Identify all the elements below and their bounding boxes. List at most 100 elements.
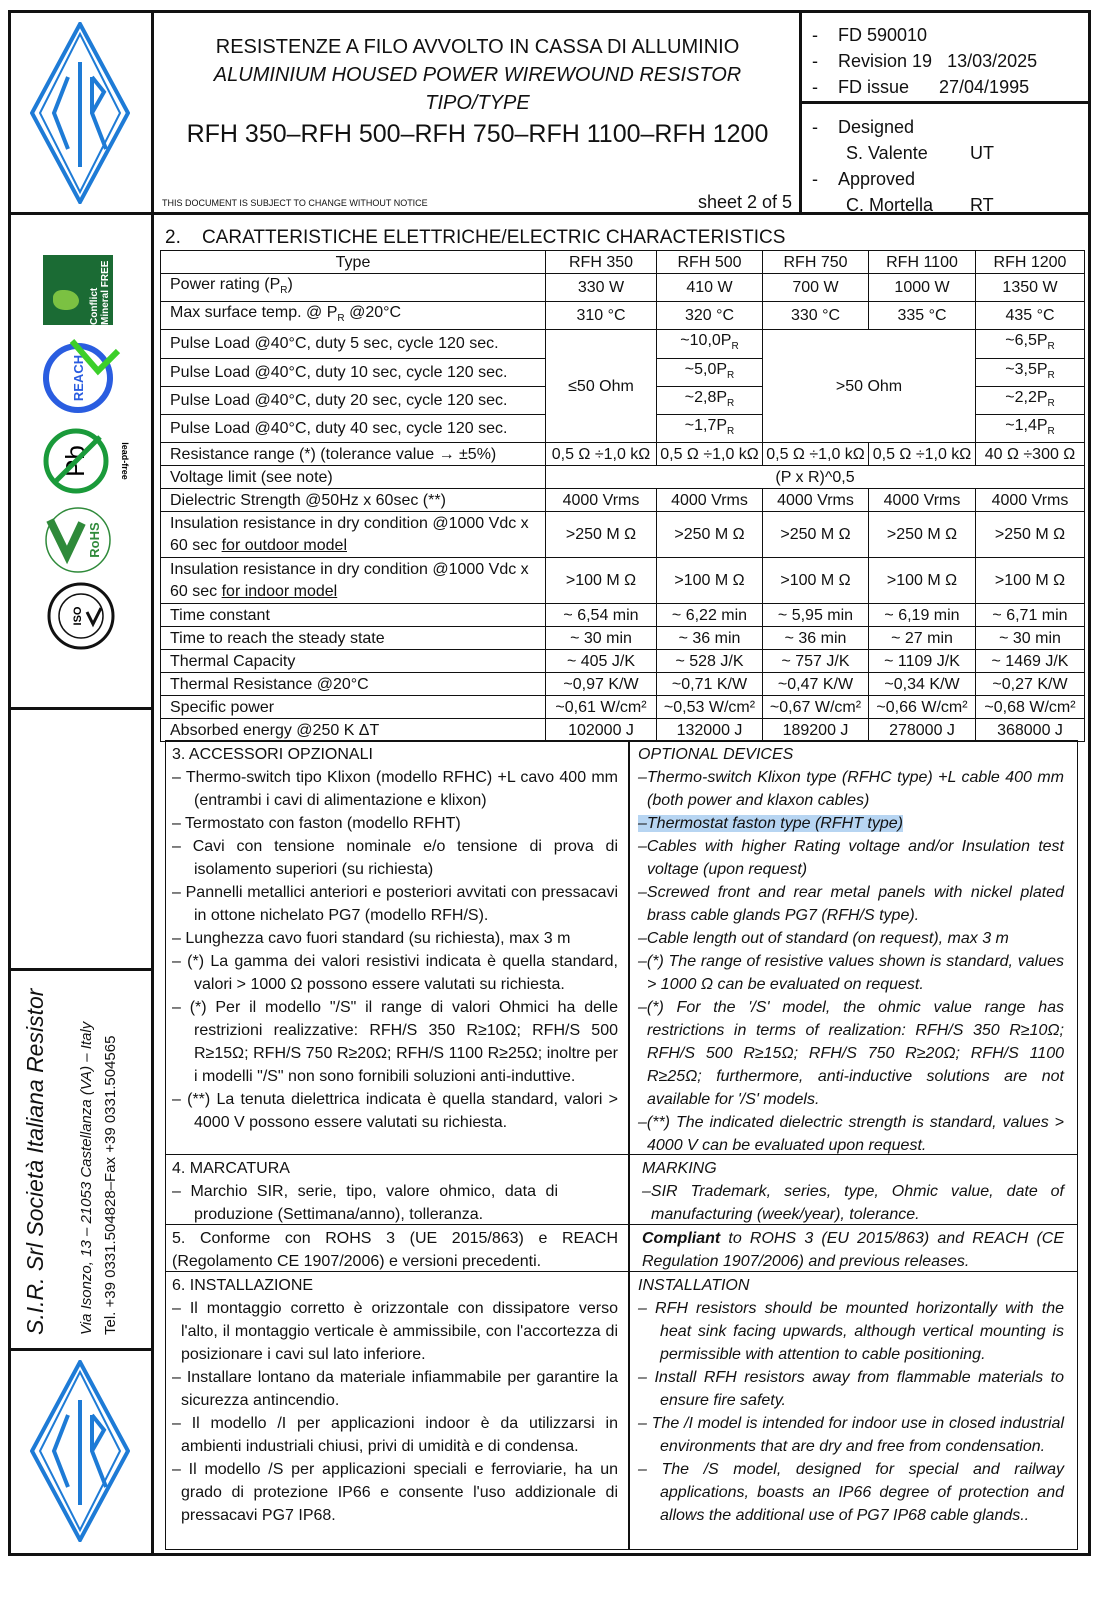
table-row: Dielectric Strength @50Hz x 60sec (**) 40… [160,488,1085,513]
marking-section: 4. MARCATURA – Marchio SIR, serie, tipo,… [166,1154,1077,1223]
conformity-it-text: con ROHS 3 (UE 2015/863) e REACH (Regola… [172,1230,618,1270]
sir-logo-bottom [30,1360,130,1542]
cell-value: ~ 528 J/K [656,649,763,674]
pulse-low-value: ~5,0PR [656,357,763,387]
row-label-model: for indoor model [221,582,338,600]
cell-value: 4000 Vrms [868,488,976,513]
row-label: Max surface temp. @ PR @20°C [160,301,546,331]
row-label: Dielectric Strength @50Hz x 60sec (**) [160,488,546,513]
accessories-it: 3. ACCESSORI OPZIONALI – Thermo-switch t… [172,743,618,1134]
accessory-it-item-text: – (*) La gamma dei valori resistivi indi… [172,953,618,993]
cell-value: ~0,27 K/W [975,672,1085,697]
conformity-it-bold: 5. Conforme [172,1230,271,1247]
table-row: Time constant ~ 6,54 min ~ 6,22 min ~ 5,95 … [160,603,1085,628]
accessory-it-item-text: – (*) Per il modello "/S" il range di va… [172,999,618,1085]
accessory-it-item-text: – Cavi con tensione nominale e/o tension… [172,838,618,878]
accessory-it-item-text: – Termostato con faston (modello RFHT) [172,815,461,832]
approver-name: C. Mortella [846,195,934,215]
issue-date: 27/04/1995 [939,77,1030,97]
row-label: Pulse Load @40°C, duty 40 sec, cycle 120… [160,413,546,444]
cell-value: >250 M Ω [762,511,869,559]
column-header: RFH 500 [656,250,763,274]
row-label: Thermal Capacity [160,649,546,674]
revision-label: Revision 19 [838,51,933,71]
accessory-it-item: – Thermo-switch tipo Klixon (modello RFH… [172,766,618,812]
conformity-en-text: to ROHS 3 (EU 2015/863) and REACH (CE Re… [642,1230,1064,1270]
accessory-it-item: – Lunghezza cavo fuori standard (su rich… [172,927,618,950]
row-label: Pulse Load @40°C, duty 20 sec, cycle 120… [160,385,546,415]
divider [151,10,154,1556]
installation-en-title: INSTALLATION [638,1277,750,1294]
approval-info: - Designed S. Valente UT - Approved C. Mo… [812,114,1082,218]
pulse-high-value: ~6,5PR [975,329,1085,359]
pulse-high-value: ~3,5PR [975,357,1085,387]
accessory-en-item-text: –(*) For the '/S' model, the ohmic value… [638,999,1064,1108]
accessory-it-item: – Termostato con faston (modello RFHT) [172,812,618,835]
cell-value: ~ 6,19 min [868,603,976,628]
sir-logo [30,22,130,204]
cell-value: ~ 405 J/K [545,649,657,674]
approver-initials: RT [970,195,994,215]
divider [799,10,802,214]
cell-value: ~ 1109 J/K [868,649,976,674]
pulse-high-value: ~2,2PR [975,385,1085,415]
installation-it-item: – Il modello /S per applicazioni special… [172,1458,618,1527]
installation-en-item-text: – The /I model is intended for indoor us… [638,1415,1064,1455]
column-header: RFH 1100 [868,250,976,274]
accessories-en: OPTIONAL DEVICES –Thermo-switch Klixon t… [638,743,1064,1157]
cell-value: ~ 5,95 min [762,603,869,628]
type-label: TIPO/TYPE [425,92,530,114]
model-list: RFH 350–RFH 500–RFH 750–RFH 1100–RFH 120… [186,120,769,148]
marking-en-title: MARKING [642,1160,717,1177]
divider [800,101,1091,104]
cell-value: ~0,66 W/cm² [868,695,976,720]
installation-en-item-text: – RFH resistors should be mounted horizo… [638,1300,1064,1363]
lead-free-logo: Pb lead-free [43,428,130,494]
cell-value: >100 M Ω [868,557,976,605]
power-rating-row: Power rating (PR) 330 W 410 W 700 W 1000 W 13… [160,272,1085,303]
sheet-number: sheet 2 of 5 [698,192,793,212]
issue-label: FD issue [838,77,910,97]
table-row: Thermal Resistance @20°C ~0,97 K/W ~0,71 K… [160,672,1085,697]
table-row: Thermal Capacity ~ 405 J/K ~ 528 J/K ~ 757 … [160,649,1085,674]
cell-value: 368000 J [975,718,1085,743]
cell-value: ~0,47 K/W [762,672,869,697]
pulse-low-value: ~1,7PR [656,413,763,444]
accessory-en-item: –(*) For the '/S' model, the ohmic value… [638,996,1064,1111]
divider [8,212,1091,215]
cell-value: ~0,68 W/cm² [975,695,1085,720]
accessory-it-item: – (*) Per il modello "/S" il range di va… [172,996,618,1088]
accessory-it-item: – Pannelli metallici anteriori e posteri… [172,881,618,927]
cell-value: ~0,61 W/cm² [545,695,657,720]
cell-value: ~0,71 K/W [656,672,763,697]
cell-value: 189200 J [762,718,869,743]
marking-it-title: 4. MARCATURA [172,1160,290,1177]
installation-en-item: – The /I model is intended for indoor us… [638,1412,1064,1458]
cell-value: >250 M Ω [975,511,1085,559]
row-label: Pulse Load @40°C, duty 10 sec, cycle 120… [160,357,546,387]
accessory-en-item: –(**) The indicated dielectric strength … [638,1111,1064,1157]
row-label: Insulation resistance in dry condition @… [160,511,546,559]
accessory-en-item: –(*) The range of resistive values shown… [638,950,1064,996]
cell-value: 310 °C [545,301,657,331]
cell-value: ~ 6,54 min [545,603,657,628]
section-2-title: 2. CARATTERISTICHE ELETTRICHE/ELECTRIC C… [165,227,786,248]
row-label-model: for outdoor model [221,536,347,554]
type-header: Type [160,250,546,274]
svg-text:ISO: ISO [72,606,84,625]
cell-value: 435 °C [975,301,1085,331]
cell-value: ~0,34 K/W [868,672,976,697]
row-label: Time constant [160,603,546,628]
cell-value: 0,5 Ω ÷1,0 kΩ [656,442,763,467]
cell-value: ~ 1469 J/K [975,649,1085,674]
cell-value: 330 W [545,272,657,303]
accessories-box: 3. ACCESSORI OPZIONALI – Thermo-switch t… [165,740,1078,1550]
electric-characteristics-table: Type RFH 350 RFH 500 RFH 750 RFH 1100 RFH 120… [160,250,1085,743]
cell-value: ~ 757 J/K [762,649,869,674]
company-name: S.I.R. Srl Società Italiana Resistor [22,988,48,1335]
accessory-en-item: –Cables with higher Rating voltage and/o… [638,835,1064,881]
accessory-en-item-text: –(**) The indicated dielectric strength … [638,1114,1064,1154]
cell-value: 0,5 Ω ÷1,0 kΩ [868,442,976,467]
table-row: Time to reach the steady state ~ 30 min ~ … [160,626,1085,651]
